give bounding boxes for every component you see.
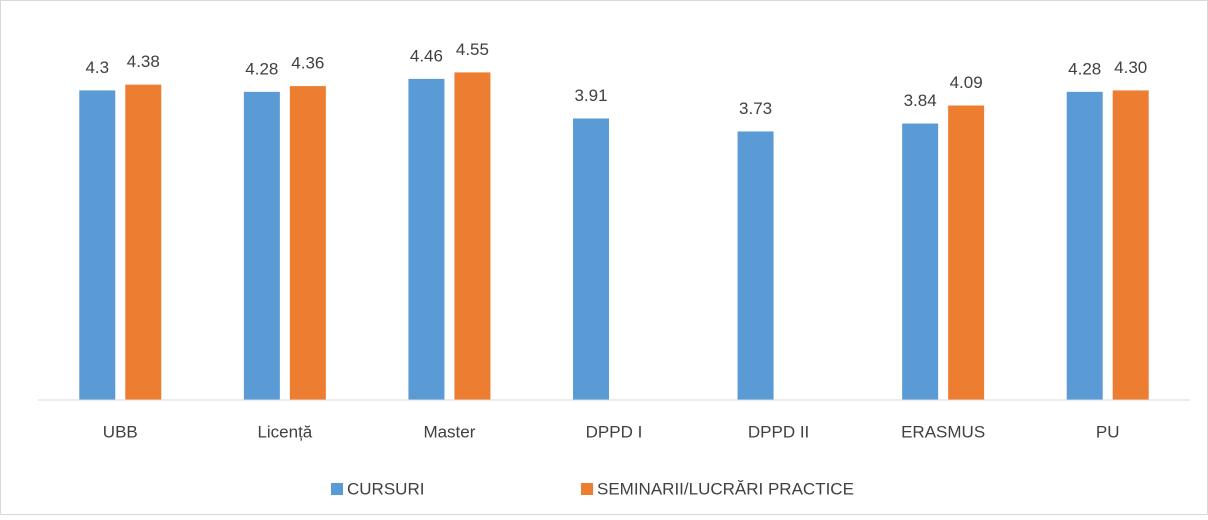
value-label: 4.38 <box>127 52 160 71</box>
legend-swatch <box>331 483 343 495</box>
x-tick-label: UBB <box>103 422 138 441</box>
value-label: 4.3 <box>85 58 109 77</box>
bar <box>902 123 939 401</box>
bar <box>454 72 491 401</box>
x-tick-label: Licență <box>257 422 312 441</box>
value-label: 4.55 <box>456 40 489 59</box>
x-tick-label: ERASMUS <box>901 422 985 441</box>
bar <box>289 86 326 400</box>
value-label: 4.28 <box>1068 59 1101 78</box>
value-label: 4.30 <box>1114 58 1147 77</box>
value-label: 3.91 <box>574 86 607 105</box>
bar <box>948 105 985 401</box>
bar <box>79 90 116 401</box>
x-tick-label: PU <box>1096 422 1120 441</box>
x-tick-label: Master <box>423 422 475 441</box>
bar <box>1112 90 1149 401</box>
x-tick-label: DPPD I <box>586 422 643 441</box>
bar <box>737 131 774 400</box>
legend-label: SEMINARII/LUCRĂRI PRACTICE <box>597 479 854 498</box>
legend-swatch <box>581 483 593 495</box>
value-label: 4.46 <box>410 46 443 65</box>
bar <box>573 118 609 400</box>
legend-label: CURSURI <box>347 479 424 498</box>
value-label: 4.09 <box>950 73 983 92</box>
value-label: 4.36 <box>291 54 324 73</box>
value-label: 3.84 <box>904 91 937 110</box>
bar <box>1066 91 1103 400</box>
bar <box>408 78 445 400</box>
value-label: 3.73 <box>739 99 772 118</box>
x-tick-label: DPPD II <box>748 422 809 441</box>
value-label: 4.28 <box>245 59 278 78</box>
bar <box>125 84 162 400</box>
bar <box>243 91 280 400</box>
